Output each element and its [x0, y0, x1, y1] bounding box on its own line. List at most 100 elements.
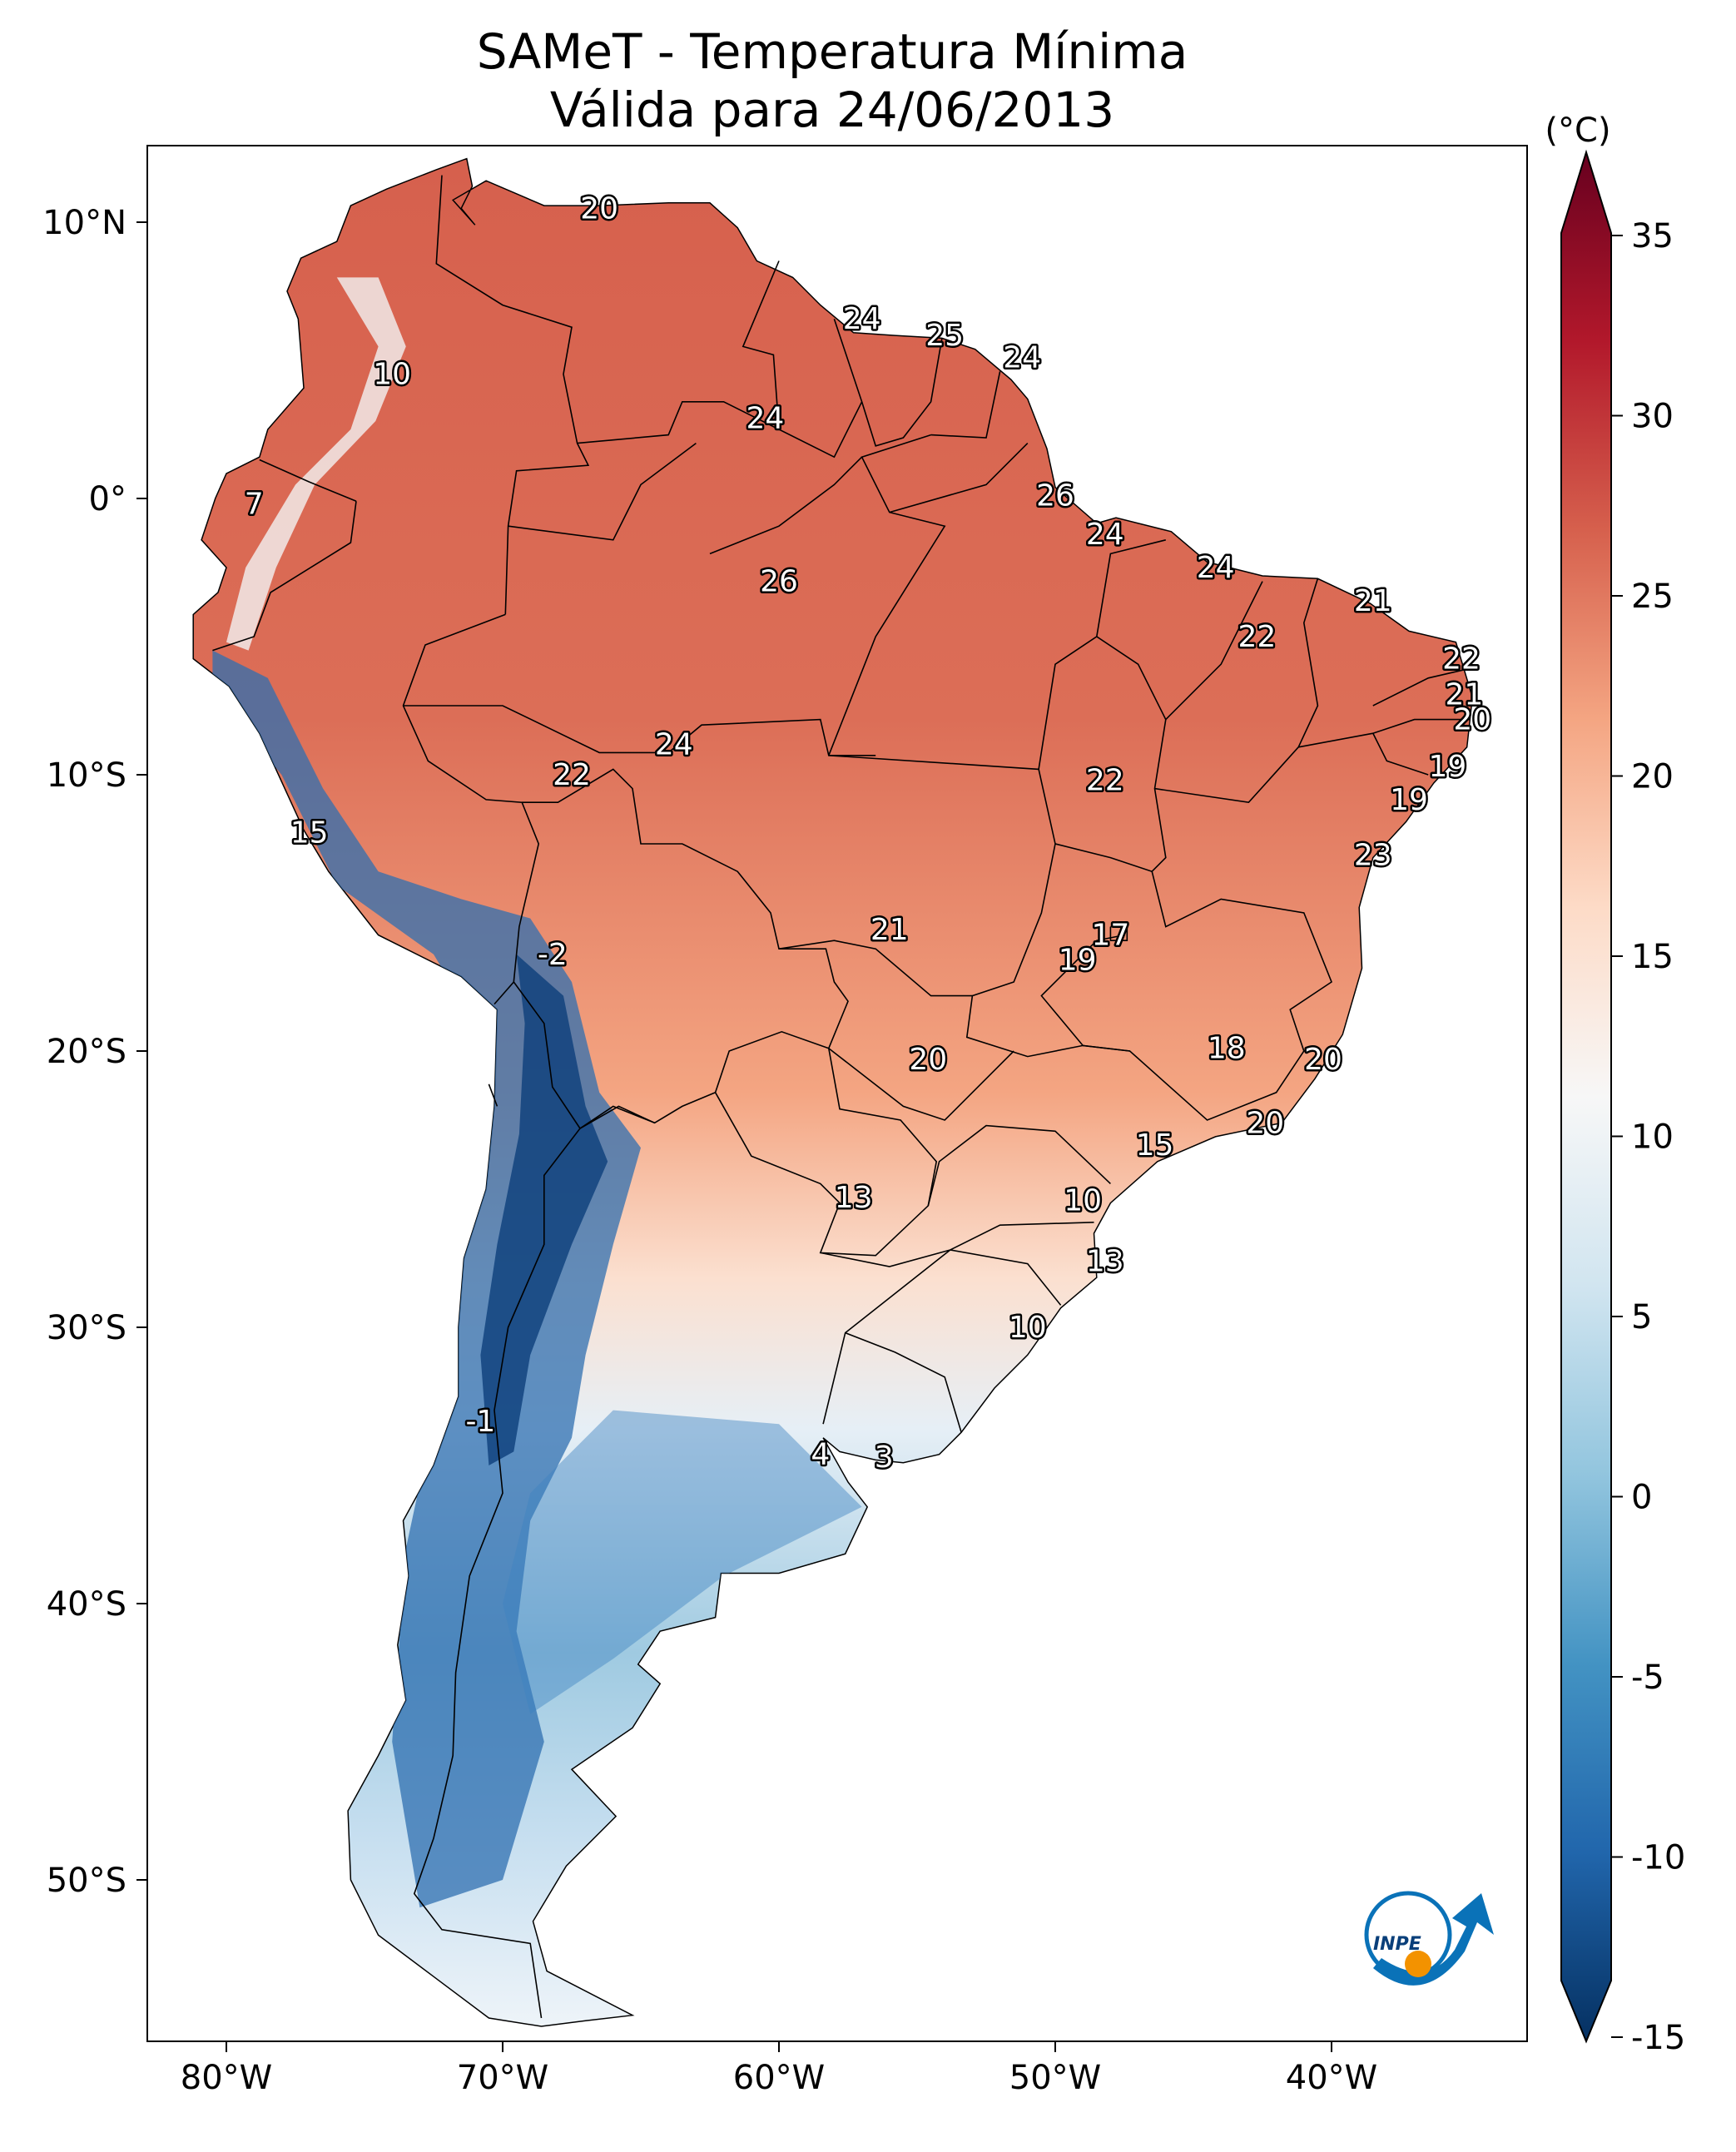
- temperature-label: 24: [1086, 518, 1124, 552]
- temperature-label: -2: [538, 938, 568, 972]
- temperature-label: 19: [1390, 783, 1428, 817]
- colorbar-tick-label: 15: [1631, 938, 1674, 976]
- temperature-label: 25: [925, 319, 964, 353]
- temperature-label: 22: [1238, 620, 1276, 654]
- latitude-label: 50°S: [47, 1862, 126, 1900]
- latitude-axis: 10°N 0° 10°S 20°S 30°S 40°S 50°S: [42, 204, 147, 1900]
- temperature-label: 4: [811, 1438, 830, 1472]
- border-line: [1154, 578, 1319, 804]
- latitude-label: 0°: [89, 480, 126, 518]
- border-line: [828, 434, 946, 756]
- colorbar-ticks: 35 30 25 20 15 10 5 0 -5 -10 -15: [1611, 217, 1685, 2057]
- latitude-label: 40°S: [47, 1585, 126, 1624]
- map-frame: [146, 145, 1528, 2042]
- temperature-label: 24: [1197, 551, 1235, 585]
- colorbar-tick-label: 10: [1631, 1118, 1674, 1157]
- temperature-label: 20: [580, 191, 618, 226]
- temperature-label: 20: [1304, 1043, 1342, 1077]
- border-line: [435, 175, 590, 615]
- colorbar: (°C) 35 30 25 20 15 10 5 0 -5 -10 -15: [1545, 112, 1685, 2057]
- longitude-label: 40°W: [1286, 2059, 1377, 2097]
- colorbar-tick-label: -15: [1631, 2019, 1685, 2057]
- colorbar-units: (°C): [1545, 112, 1610, 150]
- temperature-label: 20: [909, 1043, 947, 1077]
- colorbar-tick-label: -5: [1631, 1659, 1664, 1697]
- border-line: [1038, 636, 1167, 873]
- patagonia-cold-area: [503, 1410, 862, 1714]
- border-line: [488, 1083, 498, 1107]
- border-line: [1096, 539, 1166, 637]
- border-line: [930, 371, 1001, 439]
- temperature-label: 26: [1036, 479, 1074, 513]
- temperature-label: -1: [465, 1405, 495, 1439]
- country-borders: [212, 175, 1470, 2019]
- temperature-label: 7: [245, 488, 264, 522]
- map-title: SAMeT - Temperatura Mínima: [476, 23, 1188, 80]
- temperature-label: 22: [553, 758, 591, 792]
- temperature-label: 13: [1086, 1244, 1124, 1278]
- south-america-land: [192, 157, 1474, 2027]
- border-line: [778, 940, 973, 997]
- longitude-axis: 80°W 70°W 60°W 50°W 40°W: [181, 2041, 1377, 2097]
- northern-andes-cool-band: [226, 277, 406, 651]
- border-line: [828, 755, 1130, 1058]
- logo-text: INPE: [1373, 1934, 1421, 1955]
- temperature-label: 15: [290, 816, 329, 850]
- temperature-label: 20: [1246, 1106, 1284, 1140]
- border-line: [1165, 581, 1263, 721]
- temperature-label: 21: [1354, 584, 1392, 618]
- longitude-label: 70°W: [457, 2059, 548, 2097]
- temperature-label: 18: [1208, 1032, 1246, 1066]
- border-line: [889, 443, 1029, 513]
- map-subtitle: Válida para 24/06/2013: [549, 82, 1115, 138]
- latitude-label: 20°S: [47, 1033, 126, 1071]
- border-line: [413, 981, 581, 2019]
- border-line: [522, 768, 849, 1129]
- temperature-label: 22: [1086, 764, 1124, 798]
- longitude-label: 60°W: [733, 2059, 825, 2097]
- temperature-label: 13: [835, 1181, 873, 1215]
- border-line: [950, 1249, 1062, 1306]
- temperature-label: 26: [760, 565, 798, 599]
- border-line: [403, 705, 876, 756]
- border-line: [709, 456, 863, 555]
- latitude-label: 10°N: [42, 204, 126, 242]
- temperature-label: 17: [1091, 919, 1129, 953]
- border-line: [402, 613, 540, 1005]
- border-line: [714, 1048, 938, 1257]
- latitude-label: 10°S: [47, 756, 126, 795]
- border-line: [1372, 669, 1465, 707]
- inpe-logo: INPE: [1364, 1891, 1494, 1986]
- andes-cold-band: [212, 650, 641, 1908]
- border-line: [212, 501, 357, 652]
- temperature-label: 19: [1059, 943, 1097, 977]
- border-line: [259, 459, 357, 503]
- border-line: [1372, 732, 1429, 776]
- logo-dot-icon: [1405, 1951, 1431, 1977]
- logo-arrow-icon: [1373, 1893, 1494, 1986]
- colorbar-tick-label: 0: [1631, 1479, 1652, 1517]
- temperature-label: 24: [655, 728, 693, 762]
- temperature-label: 24: [843, 302, 881, 336]
- border-line: [508, 442, 697, 541]
- colorbar-tick-label: 35: [1631, 217, 1674, 255]
- colorbar-tick-label: 5: [1631, 1298, 1652, 1336]
- temperature-label: 21: [870, 913, 909, 947]
- colorbar-tick-label: 30: [1631, 398, 1674, 436]
- border-line: [1040, 871, 1332, 1121]
- longitude-label: 50°W: [1009, 2059, 1101, 2097]
- border-line: [828, 1048, 1014, 1121]
- temperature-label: 21: [1445, 678, 1483, 712]
- colorbar-tick-label: 20: [1631, 758, 1674, 796]
- temperature-label: 20: [1453, 703, 1491, 737]
- temperature-label: 10: [373, 358, 411, 392]
- border-line: [1109, 925, 1128, 941]
- temperature-label: 24: [1003, 341, 1041, 375]
- border-line: [950, 1222, 1094, 1251]
- border-line: [577, 401, 780, 444]
- longitude-label: 80°W: [181, 2059, 272, 2097]
- border-line: [1298, 718, 1470, 748]
